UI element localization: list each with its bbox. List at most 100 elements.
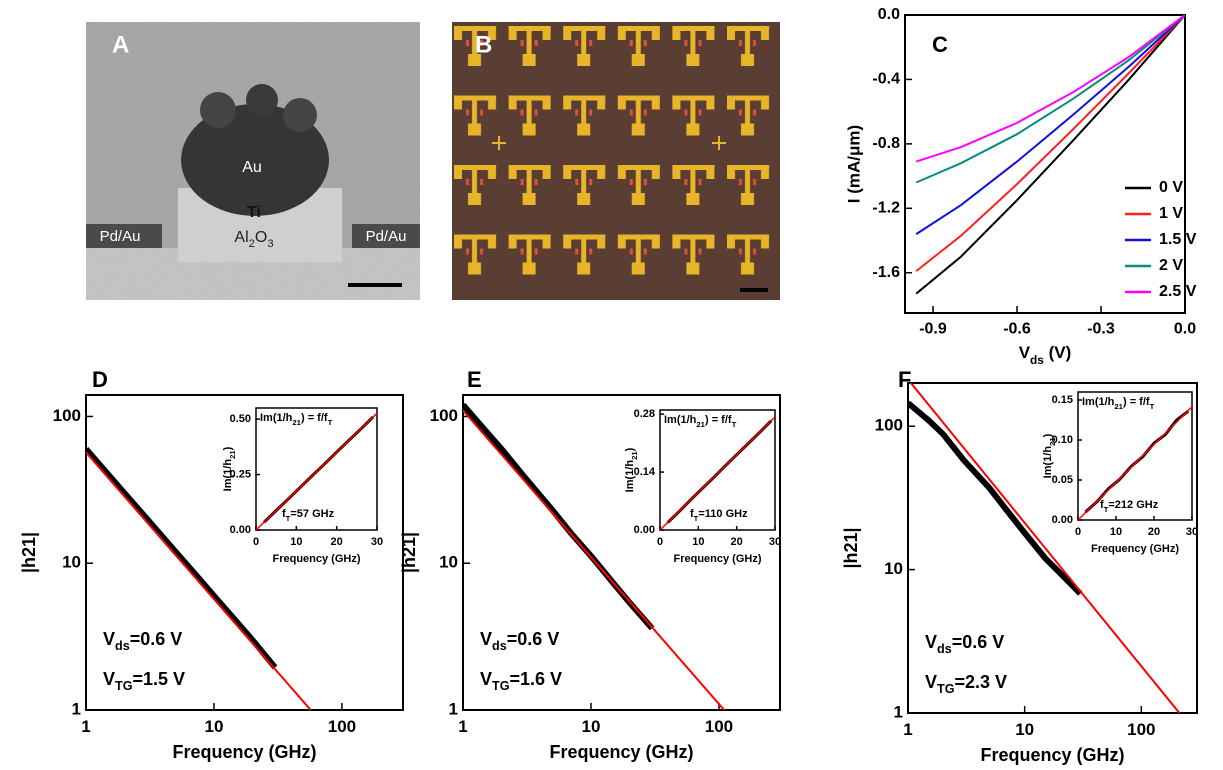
text-part: 21 bbox=[228, 450, 237, 459]
text-part: 3 bbox=[267, 238, 273, 250]
panel-label: F bbox=[898, 367, 911, 392]
series-line bbox=[256, 412, 377, 530]
text-part: TG bbox=[115, 679, 133, 693]
legend-label: 2.5 V bbox=[1159, 283, 1197, 300]
y-tick-label: 0.50 bbox=[230, 413, 251, 425]
y-tick-label: 0.0 bbox=[878, 6, 900, 23]
text-part: V bbox=[103, 669, 115, 689]
text-part: =1.5 V bbox=[133, 669, 186, 689]
plot-frame bbox=[1077, 391, 1193, 521]
y-tick-label: 0.10 bbox=[1052, 434, 1073, 446]
panel-a-image: A Au Ti Pd/Au Pd/Au Al2O3 bbox=[86, 22, 420, 300]
text-part: Im(1/h bbox=[260, 412, 293, 424]
text-part: f bbox=[282, 508, 286, 520]
text-part: T bbox=[732, 420, 737, 429]
image-label: Pd/Au bbox=[366, 228, 407, 245]
image-label: Au bbox=[242, 159, 262, 176]
text-part: (V) bbox=[1044, 343, 1071, 362]
annotation: Vds=0.6 V bbox=[480, 629, 559, 654]
panel-b-image: B bbox=[452, 22, 780, 300]
panel-label: A bbox=[112, 31, 129, 58]
inset-title: Im(1/h21) = f/fT bbox=[1082, 396, 1155, 411]
y-tick-label: -1.2 bbox=[872, 200, 900, 217]
y-axis-label: |h21| bbox=[19, 532, 39, 573]
x-tick-label: 0 bbox=[657, 536, 663, 548]
series-line bbox=[915, 15, 1185, 163]
x-tick-label: 30 bbox=[1186, 526, 1198, 538]
text-part: ) bbox=[624, 447, 636, 451]
y-tick-label: 0.00 bbox=[634, 524, 655, 536]
x-tick-label: 1 bbox=[903, 720, 912, 739]
legend-label: 2 V bbox=[1159, 257, 1183, 274]
text-part: TG bbox=[492, 679, 510, 693]
text-part: 21 bbox=[1114, 402, 1123, 411]
series-line bbox=[1078, 406, 1192, 520]
x-axis-label: Frequency (GHz) bbox=[549, 742, 693, 762]
y-tick-label: 100 bbox=[875, 416, 903, 435]
series-line bbox=[660, 416, 775, 530]
x-tick-label: 100 bbox=[328, 717, 356, 736]
x-tick-label: 30 bbox=[371, 536, 383, 548]
y-tick-label: 100 bbox=[53, 406, 81, 425]
y-tick-label: 1 bbox=[72, 699, 81, 718]
y-tick-label: 0.25 bbox=[230, 468, 251, 480]
y-tick-label: 0.00 bbox=[230, 524, 251, 536]
x-tick-label: 0 bbox=[1075, 526, 1081, 538]
text-part: =0.6 V bbox=[507, 629, 560, 649]
text-part: 21 bbox=[696, 420, 705, 429]
pd-au-right bbox=[352, 224, 420, 248]
text-part: 2 bbox=[249, 238, 255, 250]
alignment-mark bbox=[492, 136, 726, 150]
annotation: fT=212 GHz bbox=[1100, 499, 1159, 514]
annotation: Vds=0.6 V bbox=[103, 629, 182, 654]
inset-title: Im(1/h21) = f/fT bbox=[664, 414, 737, 429]
y-axis-label: Im(1/h21) bbox=[1042, 433, 1057, 478]
x-tick-label: 10 bbox=[1110, 526, 1122, 538]
text-part: Im(1/h bbox=[624, 460, 636, 493]
x-tick-label: 10 bbox=[1015, 720, 1034, 739]
text-part: 21 bbox=[630, 451, 639, 460]
text-part: T bbox=[328, 418, 333, 427]
x-tick-label: -0.6 bbox=[1003, 321, 1031, 338]
x-axis-label: Frequency (GHz) bbox=[172, 742, 316, 762]
annotation: VTG=1.5 V bbox=[103, 669, 185, 694]
text-part: =57 GHz bbox=[290, 508, 334, 520]
y-axis-label: Im(1/h21) bbox=[624, 447, 639, 492]
text-part: V bbox=[480, 669, 492, 689]
y-tick-label: 100 bbox=[430, 406, 458, 425]
x-axis-label: Vds (V) bbox=[1019, 343, 1072, 367]
device-array bbox=[452, 22, 780, 300]
text-part: Im(1/h bbox=[1082, 396, 1115, 408]
text-part: V bbox=[1019, 343, 1031, 362]
text-part: f bbox=[690, 508, 694, 520]
series-line bbox=[86, 447, 278, 670]
x-tick-label: 1 bbox=[458, 717, 467, 736]
annotation: Vds=0.6 V bbox=[925, 632, 1004, 657]
panel-label: E bbox=[467, 367, 482, 392]
text-part: =110 GHz bbox=[698, 508, 748, 520]
text-part: =0.6 V bbox=[952, 632, 1005, 652]
series-line bbox=[915, 15, 1185, 295]
y-axis-label: |h21| bbox=[841, 527, 861, 568]
x-tick-label: 0.0 bbox=[1174, 321, 1196, 338]
x-tick-label: 30 bbox=[769, 536, 781, 548]
x-tick-label: 10 bbox=[205, 717, 224, 736]
inset-title: Im(1/h21) = f/fT bbox=[260, 412, 333, 427]
text-part: 21 bbox=[292, 418, 301, 427]
x-tick-label: 0 bbox=[253, 536, 259, 548]
text-part: T bbox=[1104, 505, 1109, 514]
legend-label: 1 V bbox=[1159, 205, 1183, 222]
y-axis-label: I (mA/μm) bbox=[844, 125, 863, 203]
y-axis-label: Im(1/h21) bbox=[222, 446, 237, 491]
y-tick-label: -0.4 bbox=[872, 71, 900, 88]
text-part: ) = f/f bbox=[301, 412, 328, 424]
text-part: 21 bbox=[1048, 437, 1057, 446]
x-tick-label: 10 bbox=[290, 536, 302, 548]
x-tick-label: 20 bbox=[1148, 526, 1160, 538]
x-tick-label: 100 bbox=[705, 717, 733, 736]
image-label: Ti bbox=[247, 204, 261, 221]
text-part: ds bbox=[937, 642, 952, 656]
panel-label: B bbox=[475, 31, 492, 58]
series-line bbox=[915, 15, 1185, 184]
text-part: Im(1/h bbox=[664, 414, 697, 426]
